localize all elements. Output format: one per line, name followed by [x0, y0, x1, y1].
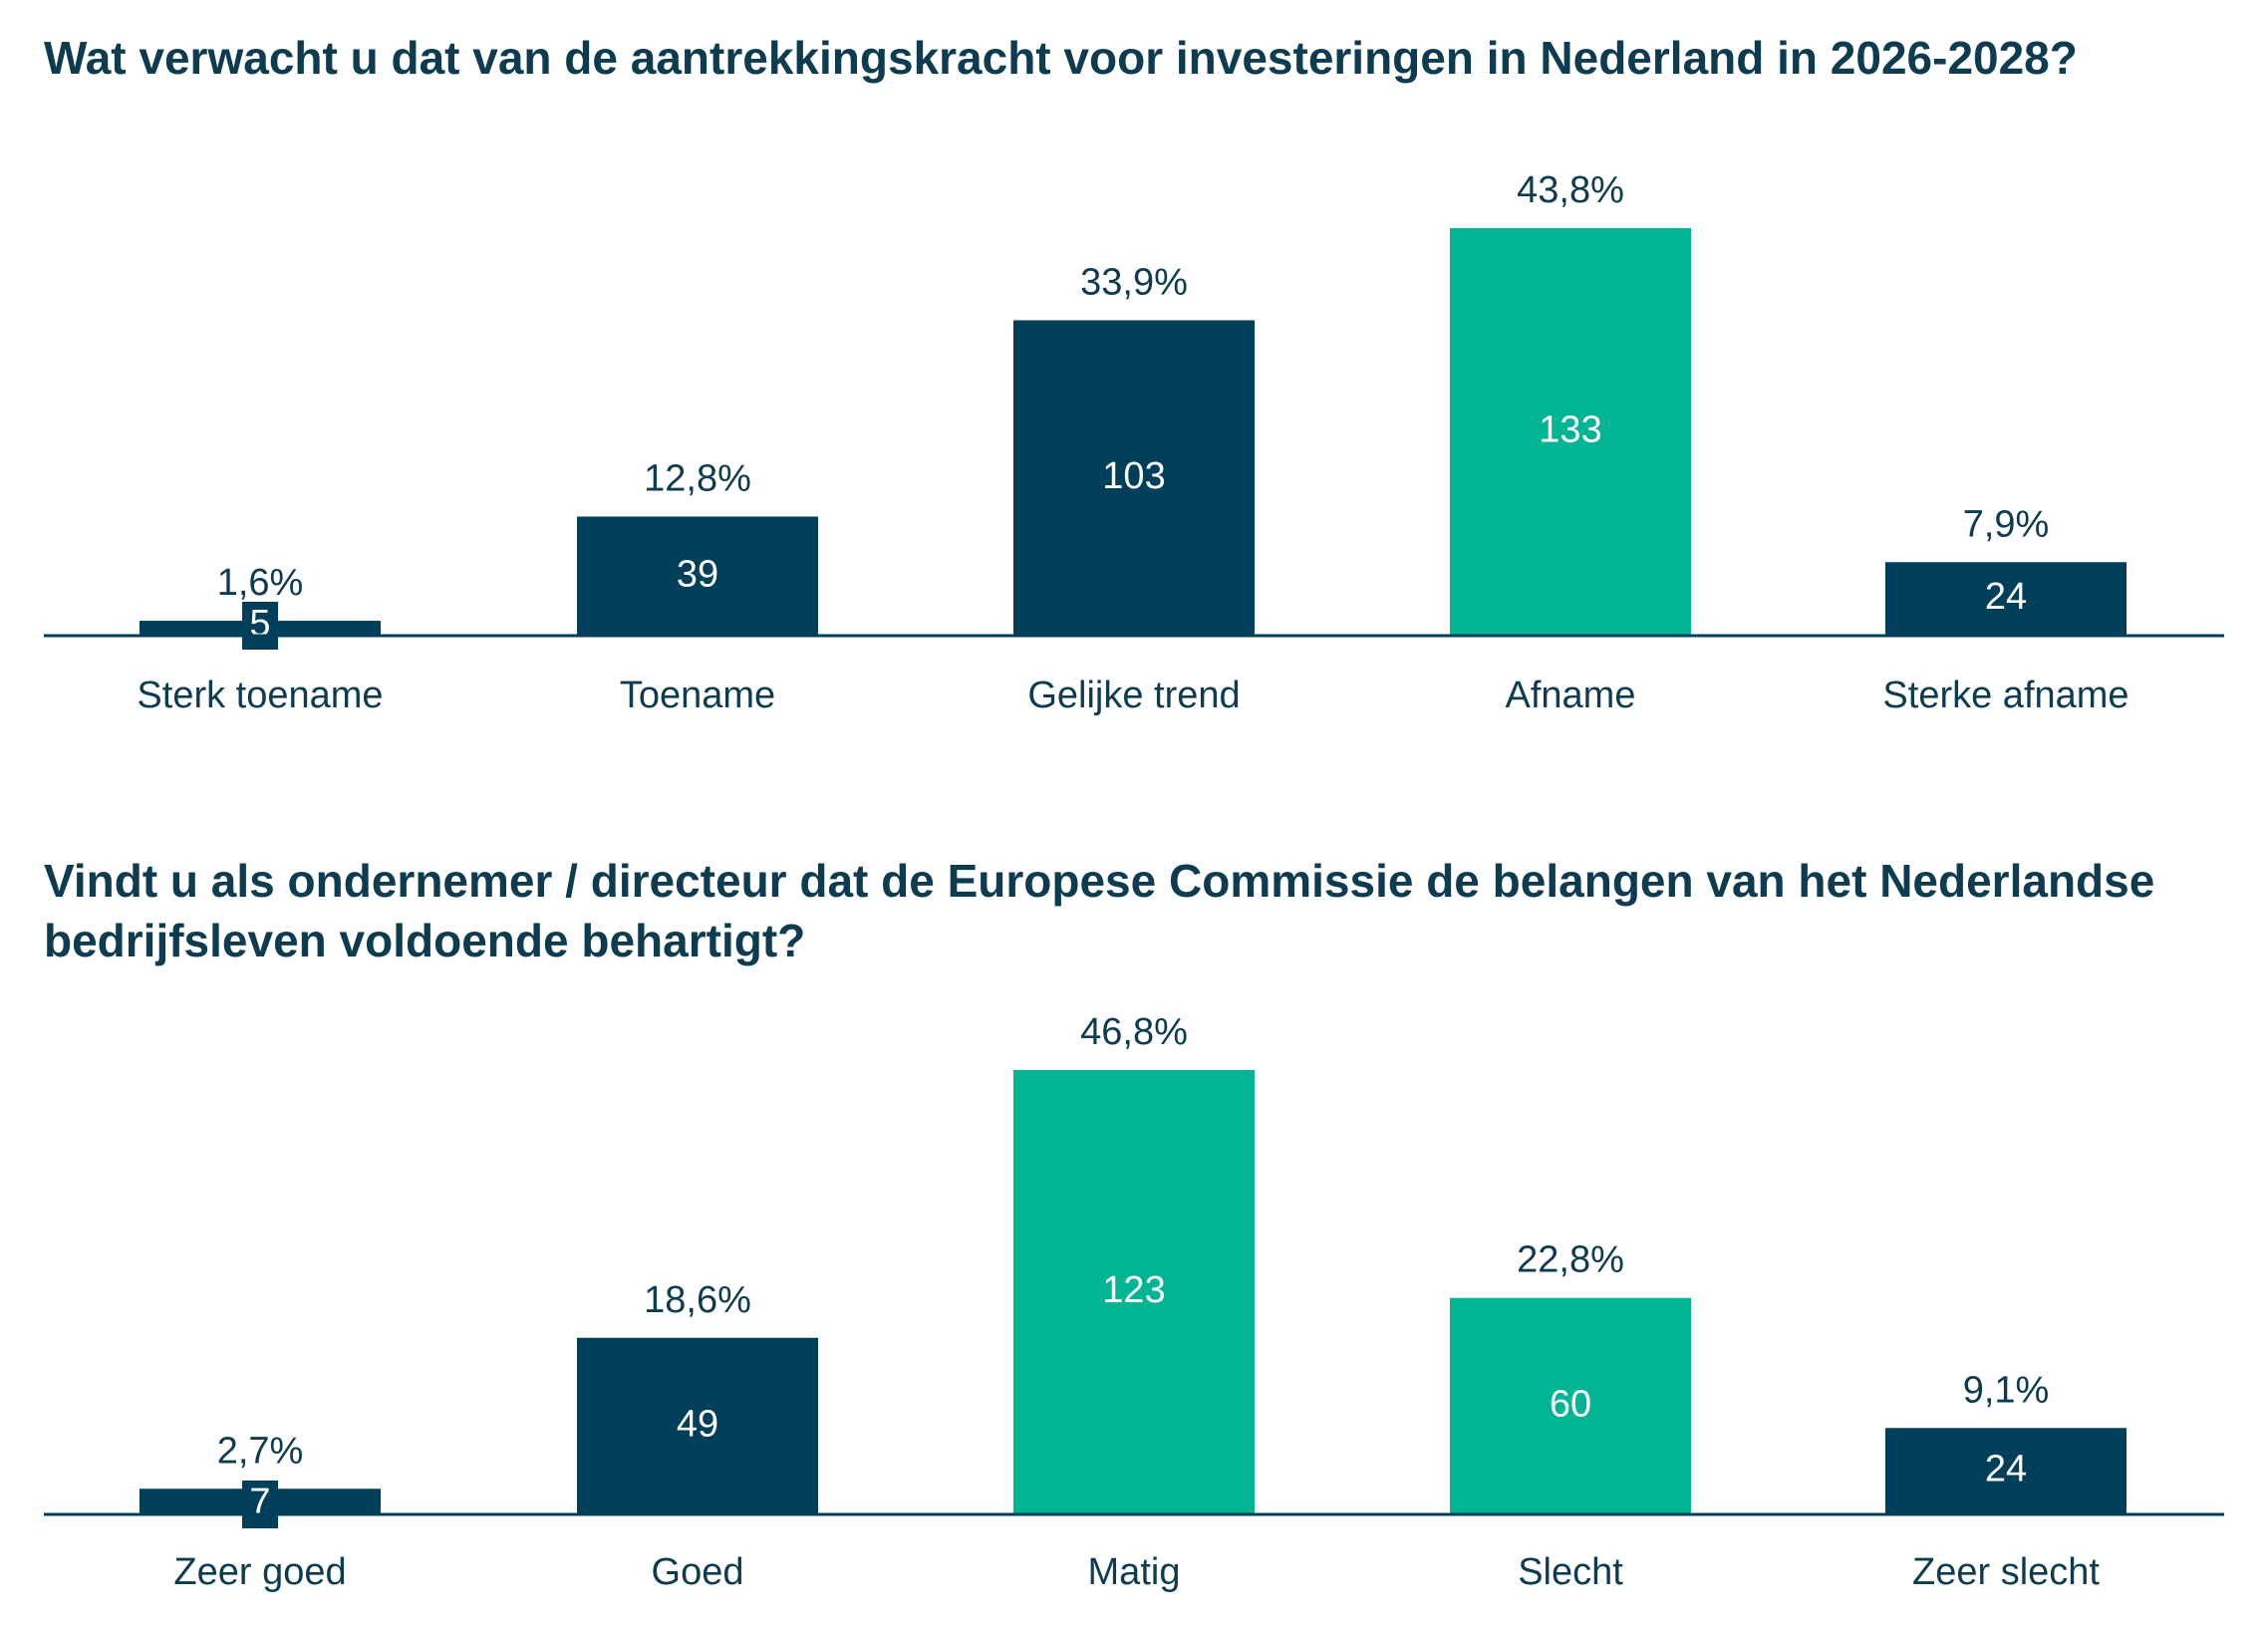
x-tick-label: Toename	[620, 675, 775, 716]
x-tick-label: Slecht	[1518, 1551, 1623, 1593]
value-label: 2,7%	[217, 1430, 304, 1472]
value-label: 43,8%	[1517, 169, 1624, 211]
count-label: 60	[1550, 1383, 1591, 1425]
value-label: 7,9%	[1963, 503, 2050, 545]
value-label: 33,9%	[1080, 261, 1188, 303]
x-tick-label: Matig	[1088, 1551, 1181, 1593]
count-label: 7	[249, 1482, 270, 1523]
count-label: 39	[677, 553, 718, 595]
bar	[1013, 1070, 1255, 1514]
x-tick-label: Zeer goed	[173, 1551, 346, 1593]
chart-title: Vindt u als ondernemer / directeur dat d…	[44, 855, 2155, 966]
bar	[1885, 1428, 2126, 1514]
value-label: 46,8%	[1080, 1011, 1188, 1053]
value-label: 9,1%	[1963, 1369, 2050, 1411]
bar	[1450, 228, 1691, 636]
value-label: 22,8%	[1517, 1239, 1624, 1281]
x-tick-label: Afname	[1506, 675, 1636, 716]
bar	[577, 1337, 818, 1514]
count-label: 24	[1985, 1449, 2027, 1490]
count-label: 123	[1102, 1269, 1165, 1311]
x-tick-label: Sterke afname	[1882, 675, 2128, 716]
count-label: 5	[249, 603, 270, 645]
x-tick-label: Sterk toename	[137, 675, 383, 716]
count-label: 24	[1985, 576, 2027, 618]
count-label: 103	[1102, 455, 1165, 497]
bar	[1450, 1297, 1691, 1514]
value-label: 1,6%	[217, 562, 304, 604]
value-label: 12,8%	[644, 458, 751, 500]
bar	[1013, 320, 1255, 636]
count-background	[242, 602, 278, 650]
value-label: 18,6%	[644, 1279, 751, 1321]
bar	[577, 516, 818, 636]
x-tick-label: Gelijke trend	[1027, 675, 1240, 716]
bar	[1885, 562, 2126, 636]
count-label: 133	[1539, 409, 1601, 451]
count-background	[242, 1481, 278, 1528]
x-tick-label: Zeer slecht	[1912, 1551, 2100, 1593]
count-label: 49	[677, 1403, 718, 1445]
chart-title: Wat verwacht u dat van de aantrekkingskr…	[44, 32, 2078, 84]
x-tick-label: Goed	[652, 1551, 744, 1593]
